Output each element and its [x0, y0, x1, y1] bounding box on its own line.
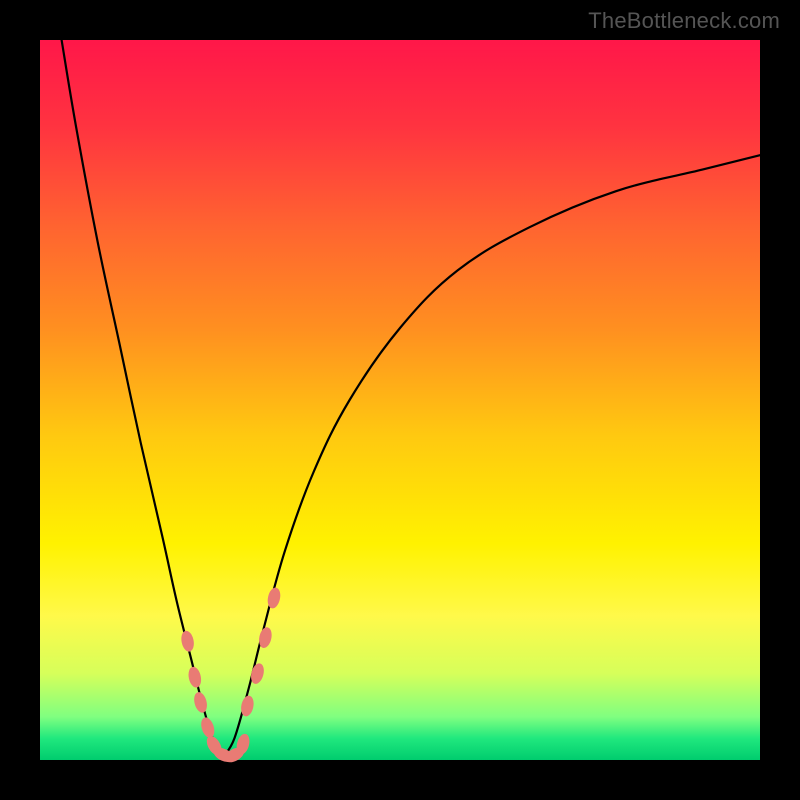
chart-root: TheBottleneck.com [0, 0, 800, 800]
chart-svg [0, 0, 800, 800]
watermark-text: TheBottleneck.com [588, 8, 780, 34]
plot-background [40, 40, 760, 760]
